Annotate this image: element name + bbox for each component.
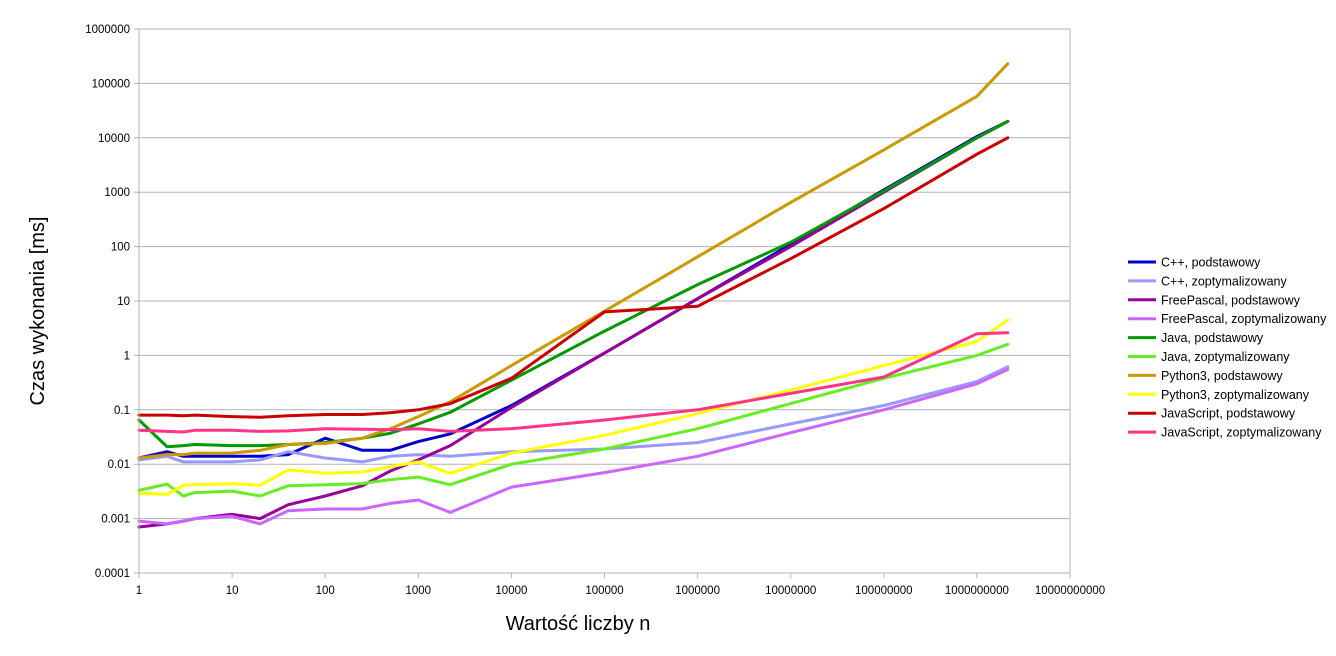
- legend-label: Java, podstawowy: [1161, 331, 1264, 345]
- y-tick-label: 100: [111, 242, 130, 254]
- x-tick-label: 100000000: [855, 585, 913, 597]
- x-tick-label: 1000: [406, 585, 432, 597]
- y-tick-label: 0.1: [114, 405, 130, 417]
- legend-label: C++, zoptymalizowany: [1161, 274, 1288, 288]
- y-tick-label: 10: [117, 296, 130, 308]
- series-line-4: [137, 368, 1010, 526]
- x-tick-label: 1000000000: [945, 585, 1009, 597]
- legend-label: JavaScript, podstawowy: [1161, 407, 1296, 421]
- x-tick-label: 10000000: [765, 585, 816, 597]
- series-line-9: [137, 136, 1010, 419]
- series-line-10: [137, 331, 1010, 434]
- legend-label: Python3, zoptymalizowany: [1161, 388, 1310, 402]
- legend-label: C++, podstawowy: [1161, 256, 1261, 270]
- legend-label: FreePascal, podstawowy: [1161, 293, 1301, 307]
- y-axis-title: Czas wykonania [ms]: [27, 217, 49, 406]
- y-tick-label: 0.0001: [95, 568, 130, 580]
- x-tick-label: 1000000: [675, 585, 720, 597]
- legend: C++, podstawowy C++, zoptymalizowany FreeP…: [1128, 256, 1327, 440]
- series-line-6: [137, 342, 1010, 498]
- x-tick-label: 100000: [585, 585, 623, 597]
- x-tick-label: 1: [136, 585, 142, 597]
- x-axis-title: Wartość liczby n: [506, 613, 651, 635]
- series-lines: [137, 62, 1010, 529]
- y-tick-label: 1: [124, 350, 130, 362]
- y-axis-ticks: 0.0001 0.001 0.01 0.1 1 10 100 1000 10000 100000 1…: [85, 24, 139, 580]
- series-line-2: [137, 365, 1010, 464]
- y-tick-label: 1000000: [85, 24, 130, 36]
- legend-label: JavaScript, zoptymalizowany: [1161, 426, 1322, 440]
- legend-label: FreePascal, zoptymalizowany: [1161, 312, 1327, 326]
- series-line-1: [137, 119, 1010, 460]
- y-tick-label: 0.01: [108, 459, 130, 471]
- y-tick-label: 10000: [98, 133, 130, 145]
- series-line-5: [137, 119, 1010, 449]
- x-tick-label: 10: [226, 585, 239, 597]
- y-tick-label: 0.001: [101, 514, 130, 526]
- x-tick-label: 10000000000: [1035, 585, 1105, 597]
- y-tick-label: 1000: [104, 187, 130, 199]
- legend-label: Python3, podstawowy: [1161, 369, 1283, 383]
- x-tick-label: 10000: [495, 585, 527, 597]
- y-tick-label: 100000: [92, 78, 130, 90]
- legend-label: Java, zoptymalizowany: [1161, 350, 1290, 364]
- plot-area: [137, 28, 1071, 574]
- x-axis-ticks: 1 10 100 1000 10000 100000 1000000 10000000 1000…: [136, 573, 1105, 597]
- series-line-8: [137, 318, 1010, 496]
- x-tick-label: 100: [316, 585, 335, 597]
